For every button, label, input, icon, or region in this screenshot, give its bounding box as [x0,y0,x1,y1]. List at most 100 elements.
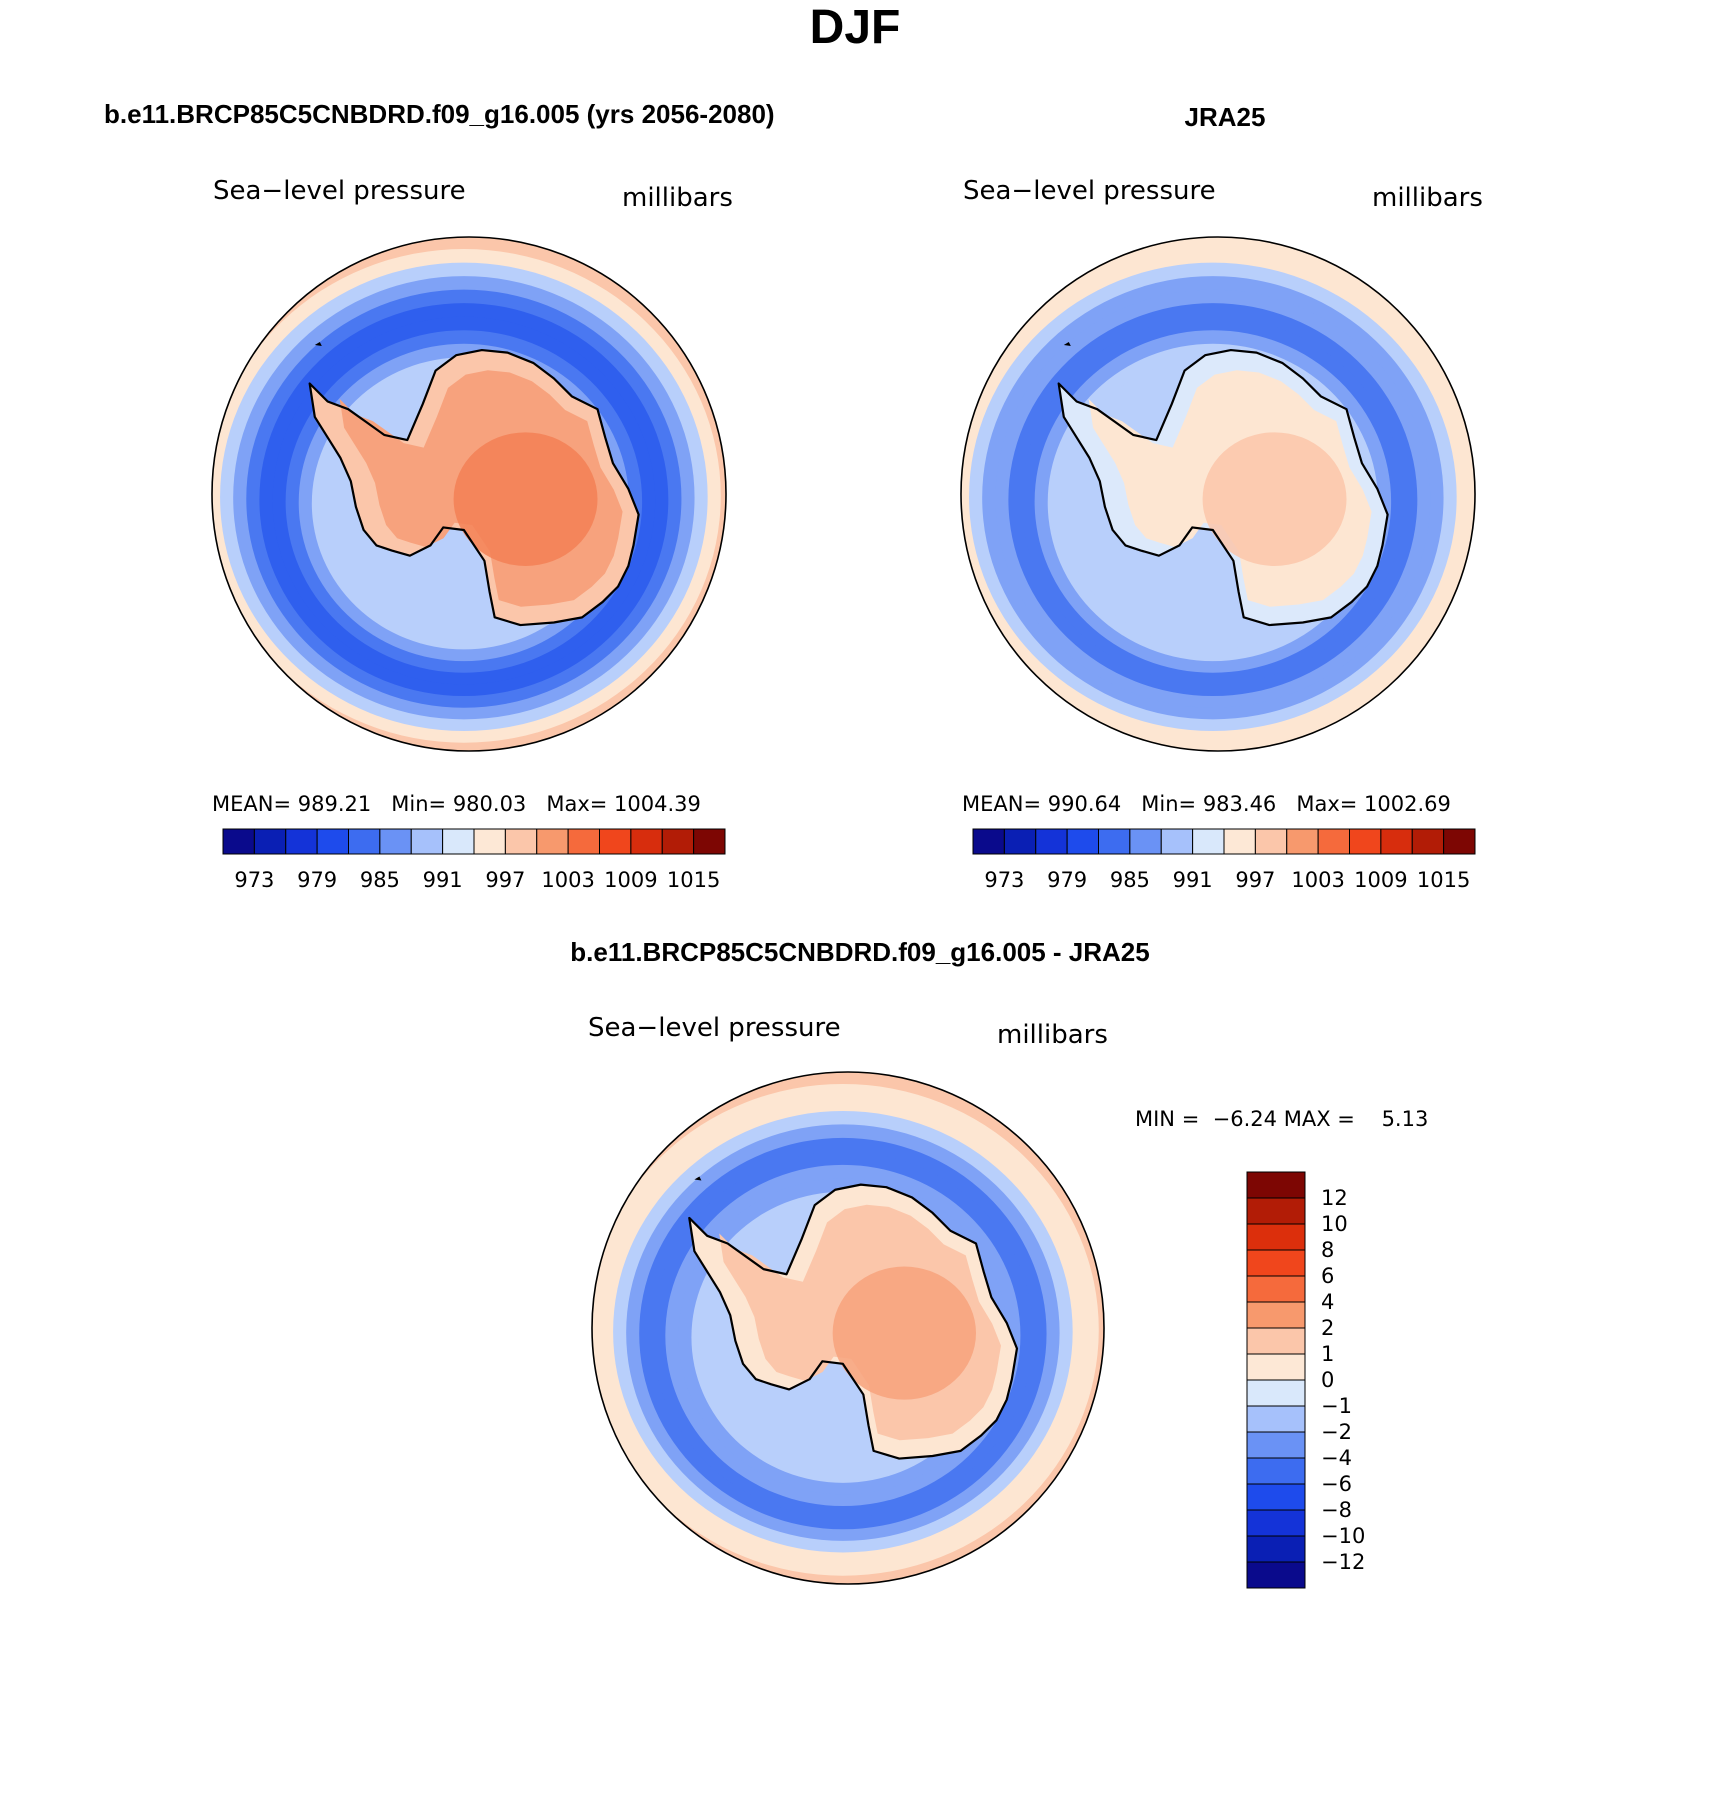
coastline [308,348,640,627]
coastline [1057,348,1389,627]
stat-max-difference: 5.13 [1381,1107,1429,1131]
colorbar-tick-label: 1009 [1354,868,1407,892]
colorbar-tick-label: −8 [1321,1498,1352,1522]
units-label-obs: millibars [1372,183,1483,213]
panel-header-difference: b.e11.BRCP85C5CNBDRD.f09_g16.005 - JRA25 [570,937,1150,967]
colorbar-tick-label: 10 [1321,1212,1348,1236]
colorbar-tick-label: −12 [1321,1550,1365,1574]
colorbar-tick-label: −10 [1321,1524,1365,1548]
variable-label-model: Sea−level pressure [213,176,466,206]
coastline [688,1183,1019,1460]
stat-min-model: 980.03 [452,792,527,816]
colorbar-swatch [1380,828,1413,855]
stat-mean-obs: 990.64 [1047,792,1122,816]
units-label-difference: millibars [997,1020,1108,1050]
map-border [591,1071,1105,1585]
stats-model: MEAN= 989.21 Min= 980.03 Max= 1004.39 [212,792,701,816]
colorbar-swatch [504,828,538,855]
colorbar-swatch [1066,828,1099,855]
colorbar-tick-label: 973 [984,868,1024,892]
colorbar-swatch [379,828,412,855]
colorbar-model: 973 979 985 991 997 1003 1009 1015 [222,828,726,892]
colorbar-tick-label: 985 [360,868,400,892]
colorbar-tick-label: 1015 [667,868,720,892]
polar-map-difference [591,1071,1105,1585]
colorbar-tick-label: 4 [1321,1290,1334,1314]
colorbar-swatch [693,828,726,855]
island [694,1176,702,1181]
colorbar-swatch [1246,1379,1306,1407]
colorbar-swatch [1160,828,1194,855]
colorbar-tick-label: 1003 [541,868,594,892]
colorbar-tick-label: 2 [1321,1316,1334,1340]
colorbar-swatch [1246,1483,1306,1511]
island [314,341,322,346]
colorbar-swatch [1246,1535,1306,1563]
colorbar-swatch [1286,828,1319,855]
colorbar-tick-label: 1009 [604,868,657,892]
colorbar-tick-label: 997 [1235,868,1275,892]
colorbar-swatch [1098,828,1131,855]
colorbar-tick-label: 6 [1321,1264,1334,1288]
colorbar-swatch [599,828,632,855]
colorbar-tick-label: −6 [1321,1472,1352,1496]
variable-label-obs: Sea−level pressure [963,176,1216,206]
colorbar-swatch [1246,1249,1306,1277]
colorbar-swatch [410,828,444,855]
colorbar-tick-label: −4 [1321,1446,1352,1470]
stat-min-difference: −6.24 [1212,1107,1278,1131]
colorbar-swatch [1223,828,1256,855]
colorbar-swatch [1129,828,1162,855]
stats-difference: MIN = −6.24 MAX = 5.13 [1135,1107,1429,1131]
colorbar-swatch [348,828,381,855]
colorbar-swatch [1246,1509,1306,1537]
stat-max-model: 1004.39 [614,792,701,816]
continent-peak [1202,432,1347,566]
colorbar-obs: 973 979 985 991 997 1003 1009 1015 [972,828,1476,892]
colorbar-tick-label: 997 [485,868,525,892]
panel-header-obs: JRA25 [1184,102,1266,132]
colorbar-swatch [253,828,287,855]
stat-max-obs: 1002.69 [1364,792,1451,816]
colorbar-swatch [1035,828,1068,855]
colorbar-swatch [1246,1405,1306,1433]
colorbar-tick-label: 1015 [1417,868,1470,892]
stats-obs: MEAN= 990.64 Min= 983.46 Max= 1002.69 [962,792,1451,816]
colorbar-swatch [1246,1197,1306,1225]
figure-title: DJF [809,1,901,54]
colorbar-swatch [972,828,1005,855]
colorbar-swatch [285,828,318,855]
island [1063,341,1071,346]
colorbar-swatch [1192,828,1225,855]
polar-map-model [211,236,727,752]
colorbar-swatch [1317,828,1350,855]
colorbar-tick-label: 12 [1321,1186,1348,1210]
units-label-model: millibars [622,183,733,213]
colorbar-swatch [567,828,600,855]
colorbar-tick-label: 973 [234,868,274,892]
colorbar-swatch [316,828,349,855]
colorbar-tick-label: 991 [423,868,463,892]
colorbar-tick-label: 8 [1321,1238,1334,1262]
colorbar-swatch [1411,828,1445,855]
colorbar-tick-label: 1003 [1291,868,1344,892]
colorbar-tick-label: 979 [1047,868,1087,892]
variable-label-difference: Sea−level pressure [588,1013,841,1043]
colorbar-swatch [1003,828,1037,855]
colorbar-swatch [536,828,569,855]
colorbar-swatch [442,828,475,855]
colorbar-swatch [1246,1223,1306,1251]
colorbar-tick-label: 985 [1110,868,1150,892]
colorbar-swatch [1246,1457,1306,1485]
stat-mean-model: 989.21 [297,792,372,816]
colorbar-swatch [630,828,663,855]
colorbar-tick-label: 0 [1321,1368,1334,1392]
colorbar-swatch [1246,1301,1306,1329]
colorbar-swatch [1246,1275,1306,1303]
colorbar-tick-label: 979 [297,868,337,892]
map-border [960,236,1476,752]
colorbar-swatch [1246,1327,1306,1355]
colorbar-swatch [1246,1561,1306,1589]
